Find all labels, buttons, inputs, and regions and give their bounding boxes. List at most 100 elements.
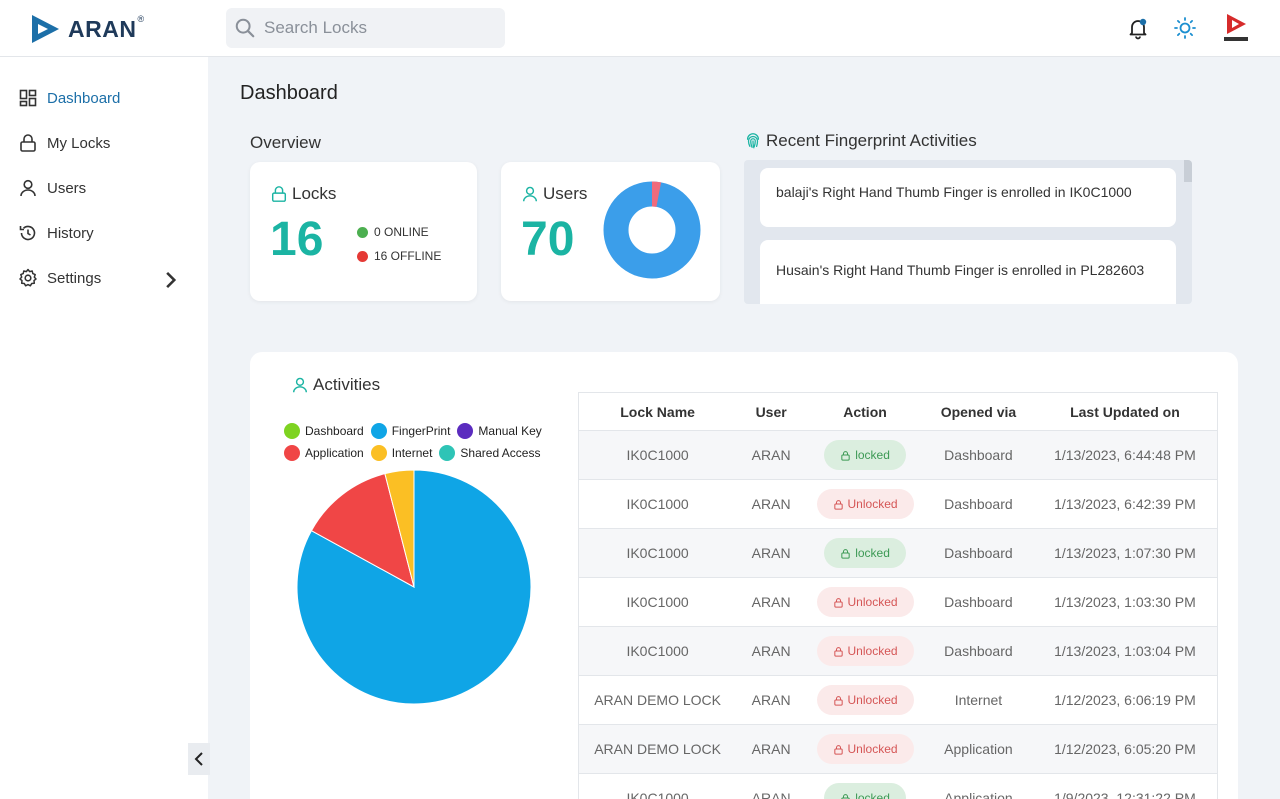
table-cell: Unlocked	[806, 724, 924, 774]
status-badge: locked	[824, 783, 906, 799]
status-badge-label: Unlocked	[847, 497, 898, 511]
page-title: Dashboard	[240, 82, 338, 104]
sidebar-item-settings[interactable]: Settings	[18, 263, 193, 293]
legend-swatch	[284, 445, 300, 461]
table-row[interactable]: ARAN DEMO LOCK ARAN Unlocked Application 1/1…	[578, 724, 1218, 774]
table-cell: IK0C1000	[578, 773, 737, 799]
column-header[interactable]: Lock Name	[578, 392, 737, 431]
table-cell: Unlocked	[806, 577, 924, 627]
table-cell: IK0C1000	[578, 430, 737, 480]
offline-count: 16 OFFLINE	[374, 249, 442, 263]
status-badge: Unlocked	[816, 489, 914, 519]
history-icon	[19, 225, 36, 241]
offline-dot	[357, 250, 368, 262]
table-row[interactable]: IK0C1000 ARAN locked Dashboard 1/13/2023, 6:…	[578, 430, 1218, 480]
column-header[interactable]: Opened via	[924, 392, 1033, 431]
table-cell: Application	[924, 724, 1033, 774]
activities-title: Activities	[313, 375, 381, 394]
legend-swatch	[457, 423, 474, 439]
status-badge-label: Unlocked	[847, 644, 898, 658]
avatar[interactable]	[1222, 12, 1250, 44]
locks-count: 16	[270, 213, 324, 266]
status-badge: Unlocked	[816, 685, 914, 715]
sidebar-collapse-button[interactable]	[188, 743, 210, 775]
table-cell: Internet	[924, 675, 1033, 725]
bell-icon[interactable]	[1126, 16, 1150, 40]
table-cell: ARAN DEMO LOCK	[578, 724, 737, 774]
status-badge: Unlocked	[816, 636, 914, 666]
table-cell: Dashboard	[924, 626, 1033, 676]
donut-secondary-segment	[651, 181, 662, 207]
locks-card[interactable]: Locks 16 0 ONLINE 16 OFFLINE	[250, 162, 477, 301]
sidebar-item-users[interactable]: Users	[18, 173, 193, 203]
table-cell: 1/13/2023, 1:07:30 PM	[1032, 528, 1218, 578]
table-cell: Dashboard	[924, 528, 1033, 578]
column-header[interactable]: Action	[806, 392, 924, 431]
search-input[interactable]	[264, 18, 494, 38]
column-header[interactable]: Last Updated on	[1032, 392, 1218, 431]
aran-logo-icon	[32, 15, 59, 43]
recent-activities-header: Recent Fingerprint Activities	[744, 131, 977, 151]
grid-icon	[19, 89, 37, 107]
donut-main-segment	[603, 181, 701, 279]
status-badge: Unlocked	[816, 734, 914, 764]
table-cell: IK0C1000	[578, 528, 737, 578]
table-cell: Application	[924, 773, 1033, 799]
status-badge: Unlocked	[816, 587, 914, 617]
table-row[interactable]: IK0C1000 ARAN locked Dashboard 1/13/2023, 1:…	[578, 528, 1218, 578]
legend-swatch	[284, 423, 300, 439]
status-badge-label: locked	[855, 791, 890, 799]
locks-card-header: Locks	[270, 184, 336, 204]
gear-icon	[19, 268, 37, 287]
overview-label: Overview	[250, 133, 321, 152]
table-cell: Unlocked	[806, 626, 924, 676]
sidebar-item-label: Dashboard	[47, 89, 121, 107]
users-card[interactable]: Users 70	[501, 162, 720, 301]
legend-label: Manual Key	[478, 424, 542, 438]
table-cell: Dashboard	[924, 430, 1033, 480]
column-header[interactable]: User	[736, 392, 807, 431]
table-row[interactable]: IK0C1000 ARAN locked Application 1/9/2023, 1…	[578, 773, 1218, 799]
search-box	[226, 8, 505, 48]
chart-legend-row-2: Application Internet Shared Access	[284, 445, 540, 461]
lock-icon	[833, 597, 843, 608]
users-card-header: Users	[521, 184, 587, 204]
recent-activities-list[interactable]: balaji's Right Hand Thumb Finger is enro…	[744, 160, 1192, 304]
scrollbar-thumb[interactable]	[1184, 160, 1192, 182]
pie-slice-application[interactable]	[310, 473, 415, 588]
table-row[interactable]: IK0C1000 ARAN Unlocked Dashboard 1/13/2023, …	[578, 479, 1218, 529]
legend-swatch	[439, 445, 456, 461]
sidebar-item-label: My Locks	[47, 134, 111, 152]
table-cell: Dashboard	[924, 479, 1033, 529]
table-cell: Unlocked	[806, 479, 924, 529]
table-cell: ARAN	[736, 626, 807, 676]
table-cell: ARAN	[736, 724, 807, 774]
sidebar-item-label: Users	[47, 179, 87, 197]
user-icon	[20, 179, 36, 197]
registered-mark: ®	[137, 14, 145, 24]
sidebar-item-dashboard[interactable]: Dashboard	[18, 83, 193, 113]
sidebar-item-label: History	[47, 224, 94, 242]
pie-slice-internet[interactable]	[384, 469, 415, 588]
table-row[interactable]: ARAN DEMO LOCK ARAN Unlocked Internet 1/12/2…	[578, 675, 1218, 725]
sun-icon[interactable]	[1173, 16, 1197, 40]
table-row[interactable]: IK0C1000 ARAN Unlocked Dashboard 1/13/2023, …	[578, 577, 1218, 627]
activity-table: Lock Name User Action Opened via Last Up…	[578, 392, 1218, 799]
status-badge: locked	[824, 440, 906, 470]
table-cell: 1/13/2023, 6:42:39 PM	[1032, 479, 1218, 529]
locks-label: Locks	[292, 184, 337, 203]
brand-name: ARAN	[68, 15, 137, 42]
online-count: 0 ONLINE	[374, 225, 429, 239]
table-row[interactable]: IK0C1000 ARAN Unlocked Dashboard 1/13/2023, …	[578, 626, 1218, 676]
offline-status: 16 OFFLINE	[357, 249, 441, 263]
sidebar-item-my-locks[interactable]: My Locks	[18, 128, 193, 158]
status-badge-label: Unlocked	[847, 595, 898, 609]
brand-logo[interactable]: ARAN ®	[28, 12, 144, 46]
table-cell: 1/9/2023, 12:31:22 PM	[1032, 773, 1218, 799]
sidebar-item-history[interactable]: History	[18, 218, 193, 248]
table-cell: IK0C1000	[578, 577, 737, 627]
list-item: balaji's Right Hand Thumb Finger is enro…	[760, 168, 1176, 227]
online-status: 0 ONLINE	[357, 225, 429, 239]
table-cell: ARAN DEMO LOCK	[578, 675, 737, 725]
table-cell: IK0C1000	[578, 626, 737, 676]
